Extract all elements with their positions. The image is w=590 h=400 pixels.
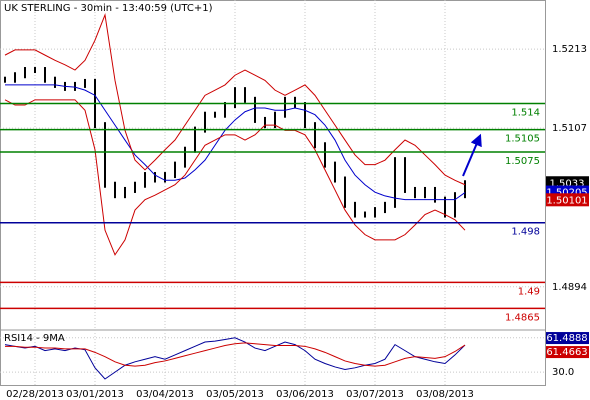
y-tick-label: 1.5213 [552, 44, 587, 55]
indicator-line [4, 12, 466, 186]
level-label: 1.514 [511, 108, 540, 119]
price-marker-label: 1.5033 [550, 178, 585, 189]
price-marker-label: 1.50101 [546, 195, 587, 206]
y-tick-label: 30.0 [552, 367, 574, 378]
indicator-line [5, 84, 466, 201]
forecast-arrow [462, 133, 482, 177]
rsi-line [5, 342, 466, 367]
rsi-marker-label: 61.4888 [546, 333, 587, 344]
rsi-title: RSI14 - 9MA [4, 333, 65, 344]
x-tick-label: 03/01/2013 [66, 389, 124, 400]
rsi-marker [546, 332, 589, 345]
x-tick-label: 02/28/2013 [6, 389, 64, 400]
level-label: 1.5075 [505, 156, 540, 167]
x-tick-label: 03/07/2013 [346, 389, 404, 400]
x-tick-label: 03/08/2013 [416, 389, 474, 400]
y-tick-label: 1.4894 [552, 282, 587, 293]
rsi-marker-label: 61.4663 [546, 347, 587, 358]
x-tick-label: 03/06/2013 [276, 389, 334, 400]
indicator-line [4, 99, 466, 256]
level-label: 1.498 [511, 227, 540, 238]
rsi-marker [546, 346, 589, 359]
price-marker [546, 193, 589, 207]
x-tick-label: 03/04/2013 [136, 389, 194, 400]
level-label: 1.49 [518, 286, 540, 297]
chart-title: UK STERLING - 30min - 13:40:59 (UTC+1) [4, 3, 213, 14]
level-label: 1.5105 [505, 134, 540, 145]
price-marker-label: 1.50205 [546, 188, 587, 199]
y-tick-label: 1.5107 [552, 123, 587, 134]
level-label: 1.4865 [505, 312, 540, 323]
x-tick-label: 03/05/2013 [206, 389, 264, 400]
